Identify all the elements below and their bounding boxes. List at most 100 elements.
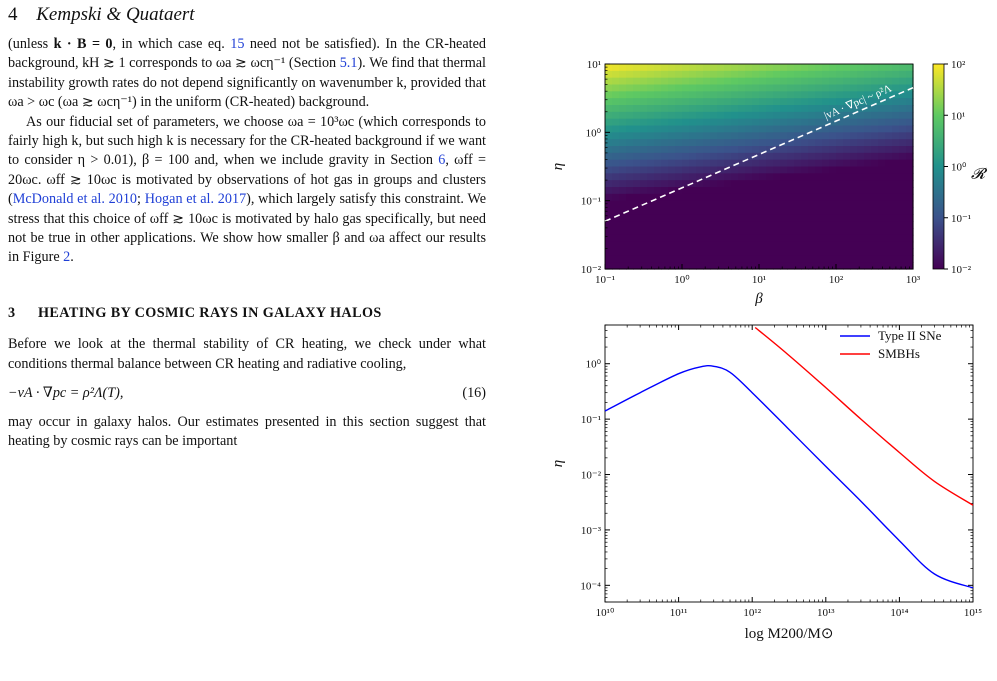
heatmap-cell — [689, 228, 697, 236]
heatmap-cell — [759, 77, 767, 86]
heatmap-cell — [864, 200, 872, 209]
heatmap-cell — [829, 118, 837, 127]
heatmap-cell — [647, 166, 655, 174]
heatmap-cell — [885, 180, 893, 188]
section-5-1-link[interactable]: 5.1 — [339, 55, 358, 72]
heatmap-cell — [759, 193, 767, 202]
heatmap-cell — [612, 77, 620, 86]
heatmap-cell — [717, 221, 725, 229]
heatmap-cell — [626, 180, 634, 188]
heatmap-cell — [885, 248, 893, 256]
heatmap-cell — [675, 152, 683, 161]
heatmap-cell — [843, 132, 851, 140]
heatmap-cell — [906, 77, 914, 86]
heatmap-cell — [794, 207, 802, 215]
heatmap-cell — [633, 180, 641, 188]
heatmap-cell — [612, 248, 620, 256]
heatmap-cell — [689, 152, 697, 161]
heatmap-cell — [752, 228, 760, 236]
heatmap-cell — [850, 228, 858, 236]
heatmap-cell — [724, 64, 732, 72]
heatmap-cell — [626, 139, 634, 147]
heatmap-cell — [850, 118, 858, 127]
heatmap-cell — [829, 187, 837, 195]
heatmap-cell — [857, 262, 865, 270]
citation-mcdonald-link[interactable]: McDonald et al. 2010 — [12, 191, 138, 208]
section-number: 3 — [8, 304, 16, 321]
heatmap-cell — [647, 262, 655, 270]
heatmap-cell — [906, 187, 914, 195]
heatmap-cell — [689, 105, 697, 113]
heatmap-cell — [710, 132, 718, 140]
heatmap-cell — [647, 248, 655, 256]
heatmap-cell — [794, 187, 802, 195]
heatmap-cell — [892, 77, 900, 86]
heatmap-cell — [815, 105, 823, 113]
paragraph-1: (unless k · B = 0, in which case eq. 15 … — [8, 36, 486, 111]
y-tick-label: 10⁰ — [586, 359, 602, 371]
heatmap-cell — [843, 91, 851, 99]
heatmap-cell — [906, 207, 914, 215]
heatmap-cell — [836, 84, 844, 92]
heatmap-cell — [780, 159, 788, 168]
heatmap-cell — [633, 118, 641, 127]
heatmap-cell — [906, 132, 914, 140]
heatmap-cell — [619, 139, 627, 147]
heatmap-cell — [885, 139, 893, 147]
heatmap-cell — [724, 248, 732, 256]
heatmap-cell — [864, 84, 872, 92]
heatmap-cell — [857, 193, 865, 202]
heatmap-cell — [850, 214, 858, 222]
heatmap-cell — [871, 228, 879, 236]
heatmap-cell — [654, 91, 662, 99]
heatmap-cell — [668, 70, 676, 79]
citation-hogan-link[interactable]: Hogan et al. 2017 — [144, 191, 247, 208]
figure-2-link[interactable]: 2 — [63, 249, 71, 266]
heatmap-cell — [752, 159, 760, 168]
heatmap-cell — [906, 98, 914, 106]
heatmap-cell — [906, 228, 914, 236]
heatmap-cell — [619, 152, 627, 161]
heatmap-cell — [766, 248, 774, 256]
heatmap-cell — [675, 70, 683, 79]
heatmap-cell — [696, 159, 704, 168]
heatmap-cell — [703, 214, 711, 222]
heatmap-cell — [801, 118, 809, 127]
heatmap-cell — [836, 255, 844, 263]
heatmap-cell — [717, 91, 725, 99]
section-6-link[interactable]: 6 — [438, 152, 446, 169]
heatmap-cell — [675, 187, 683, 195]
heatmap-cell — [710, 241, 718, 250]
heatmap-cell — [619, 98, 627, 106]
heatmap-cell — [871, 98, 879, 106]
eq-15-link[interactable]: 15 — [230, 36, 245, 52]
heatmap-cell — [647, 180, 655, 188]
heatmap-cell — [857, 241, 865, 250]
heatmap-cell — [675, 193, 683, 202]
heatmap-cell — [822, 173, 830, 181]
heatmap-cell — [745, 139, 753, 147]
heatmap-cell — [605, 200, 613, 209]
heatmap-cell — [878, 77, 886, 86]
heatmap-cell — [843, 166, 851, 174]
heatmap-cell — [647, 146, 655, 154]
heatmap-cell — [906, 146, 914, 154]
y-tick-label: 10⁻² — [581, 470, 602, 482]
heatmap-cell — [724, 234, 732, 243]
heatmap-cell — [696, 193, 704, 202]
heatmap-cell — [906, 70, 914, 79]
heatmap-cell — [808, 234, 816, 243]
heatmap-cell — [857, 125, 865, 133]
heatmap-cell — [864, 207, 872, 215]
heatmap-cell — [773, 159, 781, 168]
heatmap-cell — [717, 132, 725, 140]
heatmap-cell — [766, 180, 774, 188]
heatmap-cell — [640, 105, 648, 113]
heatmap-cell — [780, 207, 788, 215]
heatmap-cell — [745, 173, 753, 181]
heatmap-cell — [668, 64, 676, 72]
heatmap-cell — [605, 84, 613, 92]
heatmap-cell — [906, 221, 914, 229]
heatmap-cell — [752, 77, 760, 86]
heatmap-cell — [857, 91, 865, 99]
